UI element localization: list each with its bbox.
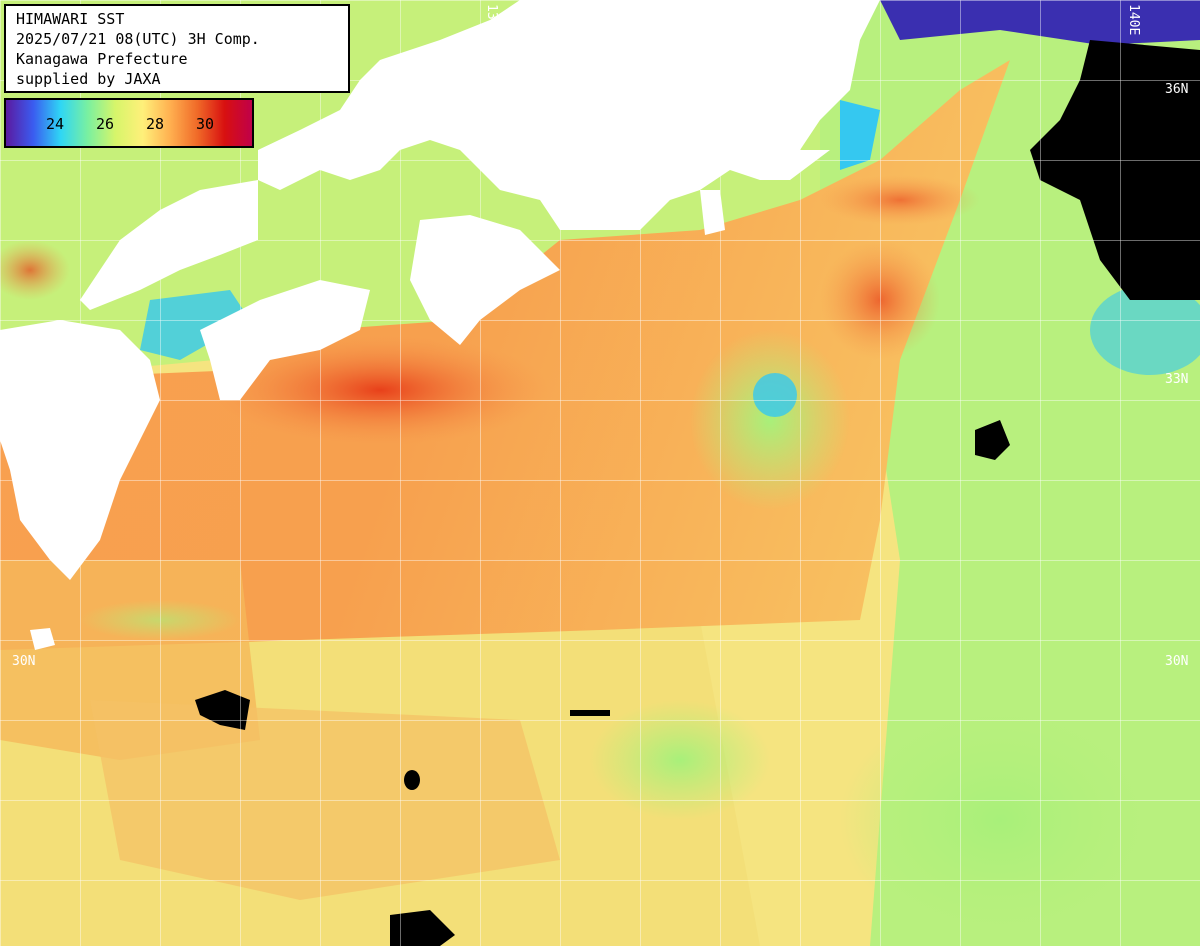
legend-color-bar [6, 100, 252, 146]
legend-tick-26: 26 [96, 115, 115, 133]
lon-label-140e: 140E [1126, 4, 1141, 36]
lat-label-30n-left: 30N [12, 654, 36, 669]
legend-gradient [6, 100, 252, 146]
lon-label-136e: 136E [484, 4, 499, 36]
legend-tick-28: 28 [146, 115, 165, 133]
legend-tick-30: 30 [196, 115, 215, 133]
lat-label-33n: 33N [1165, 372, 1189, 387]
color-legend: 24 26 28 30 [4, 98, 254, 148]
title-line: HIMAWARI SST [16, 10, 125, 28]
timestamp-line: 2025/07/21 08(UTC) 3H Comp. [16, 30, 260, 48]
lat-label-30n-right: 30N [1165, 654, 1189, 669]
info-box: HIMAWARI SST 2025/07/21 08(UTC) 3H Comp.… [4, 4, 350, 93]
credit-line: supplied by JAXA [16, 70, 161, 88]
legend-tick-24: 24 [46, 115, 65, 133]
org-line: Kanagawa Prefecture [16, 50, 188, 68]
lat-label-36n: 36N [1165, 82, 1189, 97]
